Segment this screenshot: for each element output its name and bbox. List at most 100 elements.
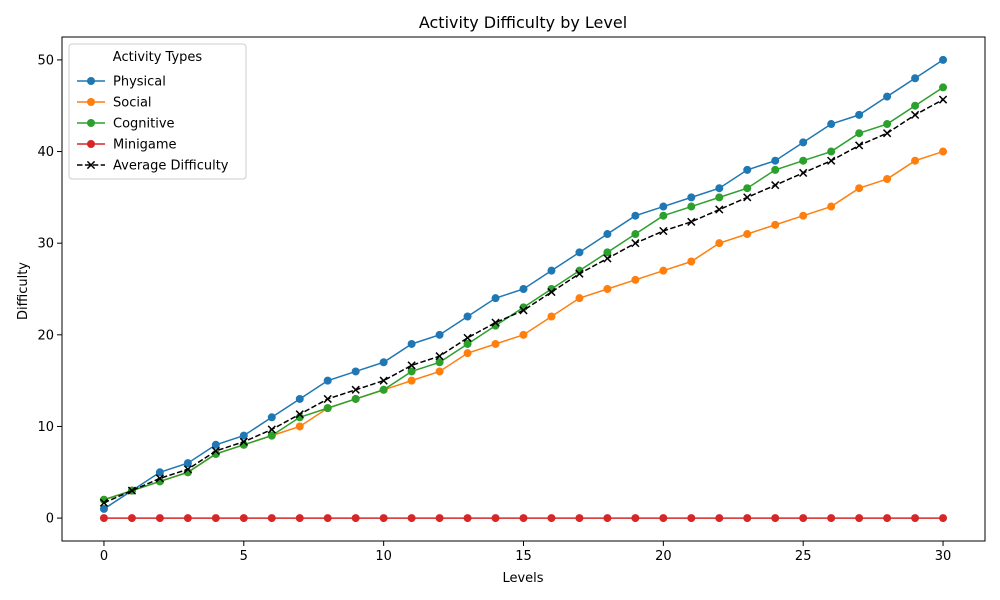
axes: 0 5 10 15 20 25 30 0 10 20 30 40 50 [37,53,951,564]
data-point [435,514,444,523]
series-line-social [103,150,944,501]
x-tick-label: 10 [375,549,392,564]
data-point [659,266,668,275]
data-point [715,514,724,523]
legend-item: Social [77,96,152,111]
data-point [883,92,892,101]
x-tick-label: 15 [515,549,532,564]
data-point [827,202,836,211]
legend-label: Minigame [113,138,177,153]
data-point [743,230,752,239]
data-point [883,120,892,129]
data-point [211,514,220,523]
data-point [323,404,332,413]
data-point [183,459,192,468]
data-point [155,514,164,523]
data-point [295,410,304,419]
data-point [799,156,808,165]
data-point [267,425,276,434]
data-point [211,440,220,449]
data-point [351,367,360,376]
data-point [379,376,388,385]
data-point [519,306,528,315]
y-tick-label: 40 [37,145,54,160]
data-point [771,165,780,174]
data-point [463,333,472,342]
data-point [127,486,137,495]
data-point [855,141,864,150]
data-point [827,514,836,523]
data-point [771,181,780,190]
data-point [407,367,416,376]
data-point [883,175,892,184]
data-point [351,394,360,403]
data-point [267,431,276,440]
data-point [239,431,248,440]
data-point [659,514,668,523]
data-point [911,514,920,523]
data-point [603,254,612,263]
data-point [939,83,948,92]
data-point [351,385,360,394]
data-point [323,394,332,404]
data-point [351,514,360,523]
data-point [631,211,640,220]
data-point [267,413,276,422]
data-point [827,120,836,129]
data-point [687,514,696,523]
legend-label: Cognitive [113,117,175,132]
data-point [771,156,780,165]
y-tick-label: 10 [37,420,54,435]
data-point [407,514,416,523]
data-point [127,514,136,523]
data-point [155,468,164,477]
data-point [547,514,556,523]
data-point [491,318,500,327]
data-point [911,74,920,83]
data-point [799,514,808,523]
data-point [743,193,752,202]
legend-item: Physical [77,75,166,90]
data-point [603,230,612,239]
data-point [519,514,528,523]
data-point [687,257,696,266]
data-point [575,294,584,303]
data-point [687,202,696,211]
data-point [939,147,948,156]
data-point [99,504,108,513]
data-point [155,474,165,483]
y-tick-label: 20 [37,328,54,343]
legend-marker [86,160,96,170]
data-point [687,193,696,202]
data-point [882,129,892,138]
data-point [910,110,920,120]
data-point [519,285,528,293]
data-point [379,385,388,394]
data-point [827,156,836,165]
data-point [743,514,752,523]
legend-marker [87,77,95,85]
data-point [407,339,416,348]
data-point [519,330,528,339]
plot-area [99,55,948,523]
data-point [799,211,808,220]
data-point [547,312,556,321]
legend-item: Average Difficulty [77,159,229,174]
data-point [855,514,864,523]
data-point [715,184,724,193]
data-point [547,287,556,297]
data-point [267,514,276,523]
data-point [99,514,108,523]
data-point [659,226,668,236]
x-axis-label: Levels [502,571,543,586]
y-tick-label: 30 [37,237,54,252]
data-point [799,168,808,178]
legend-label: Physical [113,75,166,90]
legend-item: Cognitive [77,117,175,132]
legend-marker [87,119,95,127]
data-point [323,376,332,385]
data-point [491,514,500,523]
data-point [631,275,640,284]
data-point [631,514,640,523]
